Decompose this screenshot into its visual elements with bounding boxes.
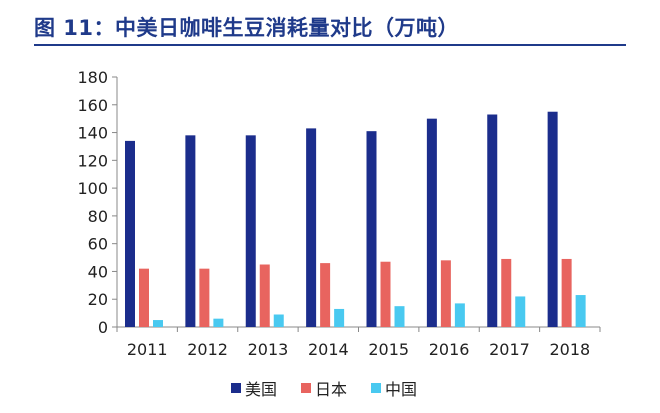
bar-日本-2017 xyxy=(501,258,512,327)
x-tick-label: 2017 xyxy=(489,340,530,359)
bar-美国-2013 xyxy=(245,135,256,327)
y-tick-label: 120 xyxy=(77,151,108,170)
bar-中国-2017 xyxy=(515,296,526,327)
bar-美国-2018 xyxy=(547,111,558,327)
bar-美国-2015 xyxy=(366,131,377,327)
x-tick-label: 2015 xyxy=(368,340,409,359)
x-tick-label: 2018 xyxy=(549,340,590,359)
bar-美国-2011 xyxy=(125,140,135,327)
bar-日本-2012 xyxy=(199,268,210,327)
legend-swatch-中国 xyxy=(371,383,381,393)
legend-swatch-日本 xyxy=(301,383,311,393)
x-tick-label: 2012 xyxy=(187,340,228,359)
bar-中国-2016 xyxy=(454,303,465,327)
bar-中国-2012 xyxy=(213,318,224,327)
legend-label-美国: 美国 xyxy=(245,380,277,399)
bar-中国-2013 xyxy=(273,314,284,327)
y-tick-label: 160 xyxy=(77,96,108,115)
bar-日本-2015 xyxy=(380,261,391,327)
y-tick-label: 40 xyxy=(88,262,108,281)
bar-日本-2013 xyxy=(259,264,270,327)
bar-中国-2015 xyxy=(394,306,405,327)
bar-日本-2018 xyxy=(561,258,572,327)
bar-美国-2012 xyxy=(185,135,196,327)
bar-日本-2016 xyxy=(440,260,451,327)
bars xyxy=(125,111,586,328)
legend-label-中国: 中国 xyxy=(385,380,417,399)
y-tick-label: 100 xyxy=(77,179,108,198)
legend-label-日本: 日本 xyxy=(315,380,347,399)
y-tick-label: 0 xyxy=(98,318,108,337)
y-tick-label: 180 xyxy=(77,68,108,87)
bar-日本-2011 xyxy=(139,268,149,327)
legend-swatch-美国 xyxy=(231,383,241,393)
y-tick-label: 80 xyxy=(88,207,108,226)
x-axis: 2011 2012 2013 2014 2015 2016 2017 2018 xyxy=(116,326,601,359)
legend: 美国 日本 中国 xyxy=(231,380,417,399)
y-axis: 0 20 40 60 80 100 120 140 160 180 xyxy=(77,68,118,337)
bar-美国-2017 xyxy=(487,114,498,327)
bar-日本-2014 xyxy=(320,263,331,327)
bar-中国-2014 xyxy=(334,308,345,327)
x-tick-label: 2011 xyxy=(127,340,168,359)
y-tick-label: 20 xyxy=(88,290,108,309)
x-tick-label: 2014 xyxy=(308,340,349,359)
bar-中国-2018 xyxy=(575,295,586,327)
y-tick-label: 140 xyxy=(77,124,108,143)
x-tick-label: 2013 xyxy=(248,340,289,359)
x-tick-label: 2016 xyxy=(429,340,470,359)
title-underline xyxy=(34,44,626,46)
bar-美国-2016 xyxy=(426,118,437,328)
chart-title: 图 11：中美日咖啡生豆消耗量对比（万吨） xyxy=(34,16,460,40)
bar-中国-2011 xyxy=(153,320,163,327)
bar-美国-2014 xyxy=(306,128,317,327)
y-tick-label: 60 xyxy=(88,235,108,254)
